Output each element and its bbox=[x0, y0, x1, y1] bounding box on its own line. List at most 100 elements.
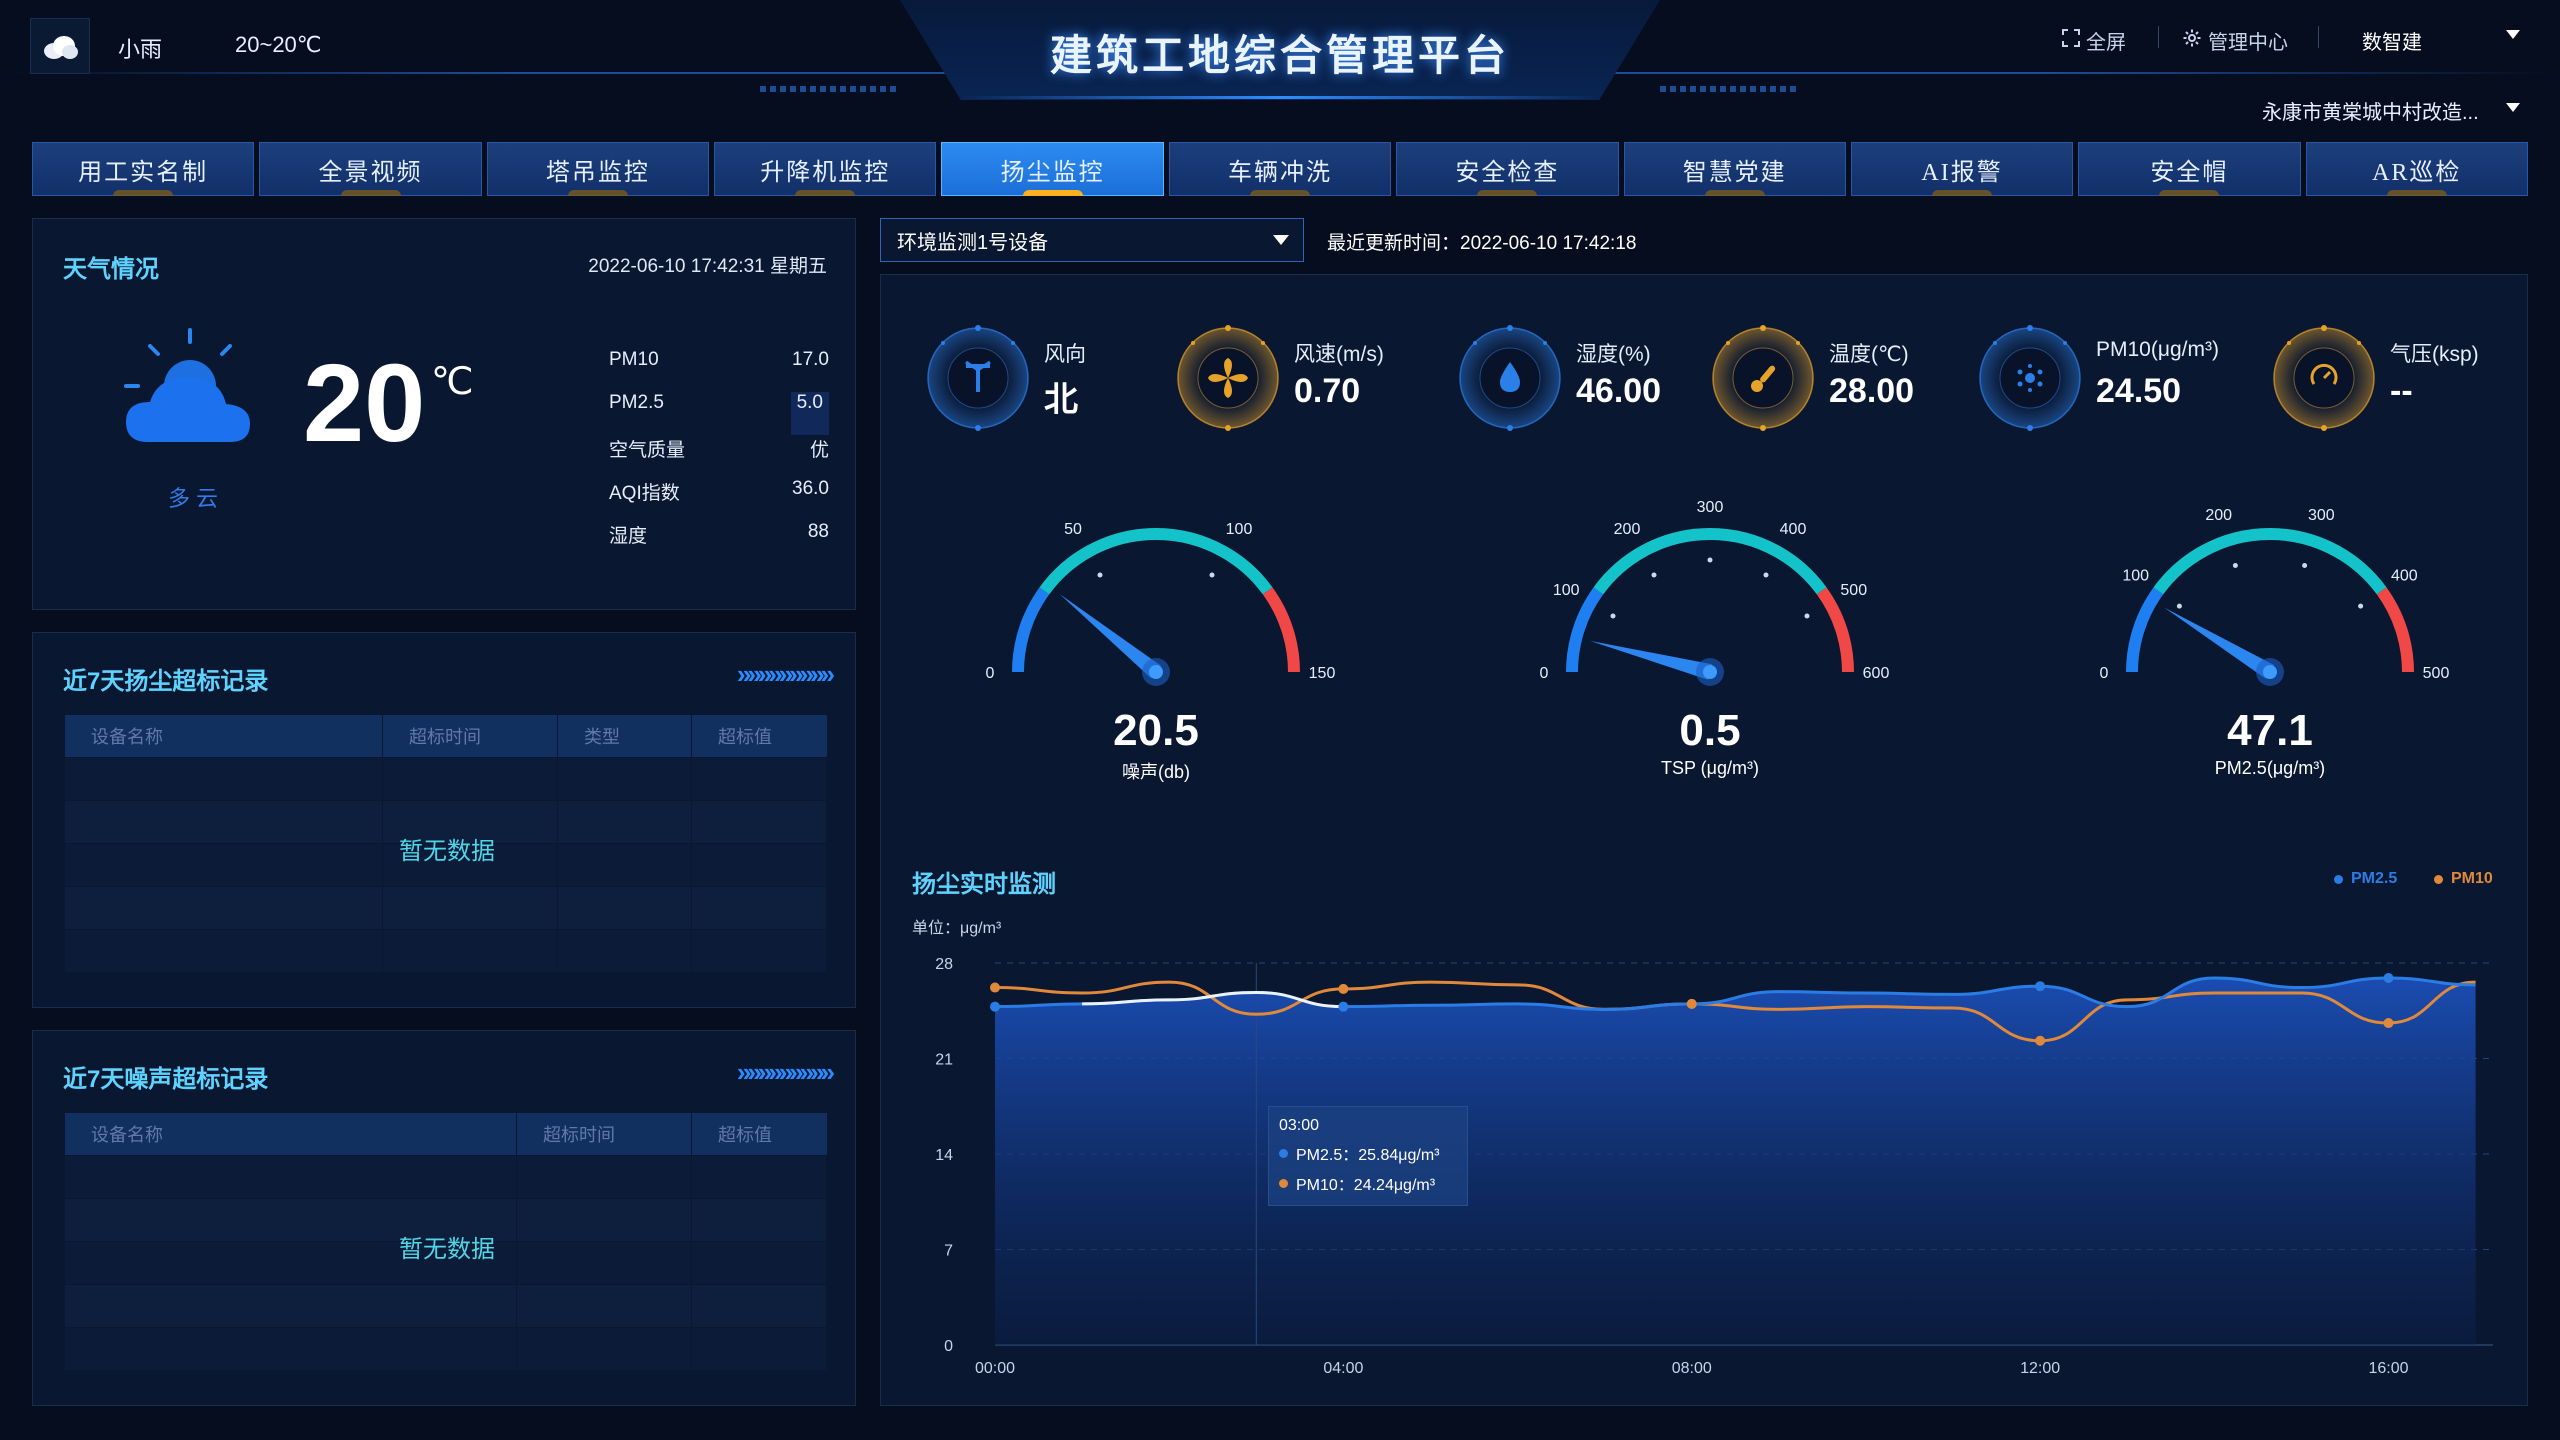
tab-5[interactable]: 车辆冲洗 bbox=[1168, 142, 1392, 196]
pm10-point bbox=[2383, 1018, 2394, 1029]
panel-title: 天气情况 bbox=[63, 256, 159, 283]
user-menu-caret-icon[interactable] bbox=[2506, 30, 2520, 39]
table-row bbox=[65, 757, 827, 800]
table-row bbox=[65, 1198, 827, 1241]
row-label: 空气质量 bbox=[609, 440, 686, 461]
chevron-down-icon bbox=[1273, 235, 1289, 245]
column-header: 设备名称 bbox=[65, 715, 383, 757]
row-value: 优 bbox=[809, 440, 829, 461]
y-tick-label: 7 bbox=[944, 1243, 953, 1260]
gauge-tick-label: 300 bbox=[1697, 500, 1724, 516]
gauge-tick-label: 100 bbox=[1226, 521, 1253, 538]
table-row bbox=[65, 1155, 827, 1198]
gauge-tick-label: 0 bbox=[2100, 665, 2109, 682]
x-tick-label: 00:00 bbox=[975, 1360, 1015, 1377]
gauge-tick-dot bbox=[1209, 572, 1215, 578]
project-select-caret-icon[interactable] bbox=[2506, 103, 2520, 112]
chart-title: 扬尘实时监测 bbox=[912, 871, 1056, 898]
table-row bbox=[65, 886, 827, 929]
tab-4[interactable]: 扬尘监控 bbox=[941, 142, 1164, 196]
gauge-tick-label: 500 bbox=[2423, 665, 2450, 682]
temperature-range: 20~20℃ bbox=[235, 32, 322, 57]
gauge-label: 噪声(db) bbox=[1121, 762, 1190, 782]
y-tick-label: 0 bbox=[944, 1338, 953, 1355]
gauge-dial: 0 100 200 300 400 500 600 bbox=[1540, 499, 1890, 686]
pm10-line bbox=[994, 980, 2476, 1043]
tab-6[interactable]: 安全检查 bbox=[1396, 142, 1619, 196]
column-header: 超标值 bbox=[718, 727, 772, 747]
arrows-decoration-icon: »»»»»»»»» bbox=[736, 659, 835, 689]
tab-9[interactable]: 安全帽 bbox=[2078, 142, 2301, 196]
project-select[interactable]: 永康市黄棠城中村改造... bbox=[2262, 102, 2479, 124]
legend-dot-icon bbox=[2434, 874, 2443, 884]
gauge-tick-dot bbox=[2176, 603, 2182, 609]
gauge-tick-label: 0 bbox=[1540, 665, 1549, 682]
table-row bbox=[65, 1241, 827, 1284]
tab-2[interactable]: 塔吊监控 bbox=[486, 142, 710, 196]
tab-0[interactable]: 用工实名制 bbox=[32, 142, 255, 196]
pm25-point bbox=[1338, 1001, 1349, 1012]
pm25-point bbox=[990, 1001, 1000, 1012]
legend-pm25[interactable]: PM2.5 bbox=[2334, 870, 2397, 888]
pm25-area bbox=[995, 978, 2476, 1345]
pressure-gauge-icon bbox=[2273, 325, 2375, 431]
legend-pm10[interactable]: PM10 bbox=[2434, 870, 2493, 888]
metric-value: 24.50 bbox=[2096, 372, 2182, 410]
noise-record-panel: 近7天噪声超标记录 »»»»»»»»» 设备名称 超标时间 超标值 暂无数据 bbox=[32, 1030, 856, 1406]
gauge-tick-dot bbox=[2232, 562, 2238, 568]
metric-label: 风向 bbox=[1044, 343, 1086, 366]
y-tick-label: 28 bbox=[935, 956, 953, 973]
fullscreen-icon bbox=[2062, 28, 2080, 53]
tab-7[interactable]: 智慧党建 bbox=[1623, 142, 1846, 196]
gauge-tick-label: 100 bbox=[2122, 567, 2149, 584]
column-header: 超标值 bbox=[718, 1125, 772, 1145]
title-plate-edge bbox=[960, 96, 1600, 99]
pm10-point bbox=[990, 982, 1000, 993]
tab-1[interactable]: 全景视频 bbox=[259, 142, 482, 196]
weather-description: 多云 bbox=[168, 486, 225, 511]
header-separator bbox=[2158, 26, 2159, 48]
current-temperature: 20 bbox=[303, 342, 426, 465]
device-select[interactable]: 环境监测1号设备 bbox=[880, 218, 1304, 262]
row-value: 17.0 bbox=[792, 349, 829, 370]
chart-tooltip: 03:00 PM2.5：25.84μg/m³ PM10：24.24μg/m³ bbox=[1268, 1106, 1468, 1206]
x-tick-label: 08:00 bbox=[1672, 1360, 1712, 1377]
empty-state: 暂无数据 bbox=[399, 838, 495, 865]
metric-label: 温度(℃) bbox=[1829, 343, 1909, 366]
panel-title: 近7天噪声超标记录 bbox=[63, 1066, 269, 1093]
gauge-tick-label: 600 bbox=[1863, 665, 1890, 682]
temperature-unit: ℃ bbox=[431, 361, 474, 403]
gauge-tick-dot bbox=[1804, 613, 1810, 619]
pm25-point bbox=[2383, 973, 2394, 984]
user-name: 数智建 bbox=[2362, 32, 2422, 54]
gauge-tick-dot bbox=[2302, 562, 2308, 568]
column-header: 超标时间 bbox=[517, 1113, 692, 1155]
dust-record-panel: 近7天扬尘超标记录 »»»»»»»»» 设备名称 超标时间 类型 超标值 暂无数… bbox=[32, 632, 856, 1008]
fullscreen-button[interactable]: 全屏 bbox=[2062, 26, 2126, 55]
weather-datetime: 2022-06-10 17:42:31 星期五 bbox=[588, 256, 827, 277]
empty-state: 暂无数据 bbox=[399, 1236, 495, 1263]
admin-center-button[interactable]: 管理中心 bbox=[2182, 26, 2288, 55]
app-title: 建筑工地综合管理平台 bbox=[1049, 32, 1510, 79]
tab-10[interactable]: AR巡检 bbox=[2305, 142, 2528, 196]
fullscreen-label: 全屏 bbox=[2086, 32, 2126, 54]
gauge-value: 20.5 bbox=[1113, 706, 1199, 755]
weather-cloud-icon bbox=[30, 18, 90, 74]
header: 建筑工地综合管理平台 小雨 20~20℃ 全屏 管理中心 数智建 永康市黄棠城中 bbox=[0, 0, 2560, 140]
table-row bbox=[65, 843, 827, 886]
gauge-value: 47.1 bbox=[2227, 706, 2313, 755]
gauge-tick-label: 0 bbox=[986, 665, 995, 682]
pm10-point bbox=[1338, 983, 1349, 994]
tab-3[interactable]: 升降机监控 bbox=[714, 142, 937, 196]
fan-icon bbox=[1177, 325, 1279, 431]
tab-8[interactable]: AI报警 bbox=[1850, 142, 2074, 196]
metric-label: 风速(m/s) bbox=[1294, 343, 1384, 366]
user-menu[interactable]: 数智建 bbox=[2362, 26, 2422, 55]
row-label: PM10 bbox=[609, 349, 659, 370]
particles-icon bbox=[1979, 325, 2081, 431]
column-header: 设备名称 bbox=[65, 1113, 517, 1155]
y-tick-label: 21 bbox=[935, 1052, 953, 1069]
gauge-value: 0.5 bbox=[1679, 706, 1741, 755]
gauge-tick-label: 400 bbox=[2391, 567, 2418, 584]
metric-label: 气压(ksp) bbox=[2390, 343, 2479, 366]
